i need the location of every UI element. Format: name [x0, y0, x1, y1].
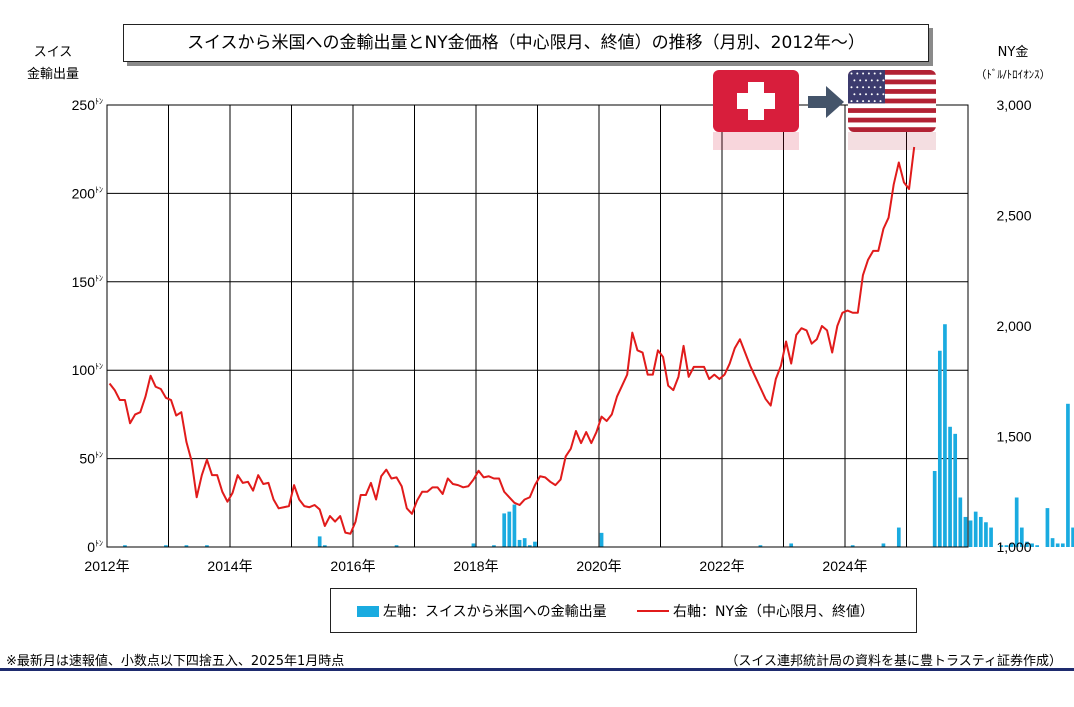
bar — [968, 520, 973, 547]
bar — [205, 545, 209, 547]
bar — [317, 536, 322, 547]
bar — [1060, 543, 1065, 547]
bar — [1004, 545, 1009, 547]
bar — [394, 545, 399, 547]
right-tick-label: 2,000 — [996, 318, 1031, 334]
chart-title: スイスから米国への金輸出量とNY金価格（中心限月、終値）の推移（月別、2012年… — [123, 24, 929, 62]
bar — [527, 545, 532, 547]
bar — [599, 532, 604, 547]
left-axis-title-line1: スイス — [33, 45, 73, 60]
bar — [512, 504, 517, 547]
bar — [958, 497, 963, 547]
right-axis-title-line1: NY金 — [997, 45, 1029, 60]
bar — [978, 516, 983, 547]
bar — [123, 545, 127, 547]
bar — [953, 433, 958, 547]
bar — [1071, 527, 1074, 547]
bar — [1045, 508, 1050, 547]
plot-border — [106, 104, 969, 548]
arrow-right-icon — [808, 86, 844, 118]
bar — [758, 545, 763, 547]
bar — [1035, 545, 1040, 547]
bar — [164, 545, 168, 547]
bar — [517, 539, 522, 547]
footnote-left: ※最新月は速報値、小数点以下四捨五入、2025年1月時点 — [6, 654, 345, 669]
right-axis-title-line2: （ﾄﾞﾙ/ﾄﾛｲｵﾝｽ） — [975, 68, 1051, 81]
bar — [932, 470, 937, 547]
bar — [502, 513, 507, 547]
x-tick-label: 2012年 — [84, 558, 129, 574]
left-tick-label: 0ﾄﾝ — [87, 539, 103, 555]
legend-line-swatch — [637, 610, 669, 612]
left-tick-label: 250ﾄﾝ — [72, 97, 103, 113]
x-tick-label: 2020年 — [576, 558, 621, 574]
bar — [184, 545, 189, 547]
us-flag-icon — [848, 70, 936, 150]
right-axis-title: NY金 （ﾄﾞﾙ/ﾄﾛｲｵﾝｽ） — [958, 42, 1068, 86]
legend-bar-label: 左軸：スイスから米国への金輸出量 — [383, 604, 607, 620]
bar — [1009, 543, 1014, 547]
left-tick-label: 100ﾄﾝ — [72, 362, 103, 378]
left-tick-label: 50ﾄﾝ — [79, 451, 103, 467]
bar — [522, 538, 527, 547]
bar — [948, 426, 952, 547]
plot-frame — [106, 104, 969, 548]
bar — [1019, 527, 1024, 547]
swiss-flag-icon — [713, 70, 799, 150]
bar — [507, 511, 512, 547]
bar — [492, 545, 496, 547]
x-tick-label: 2016年 — [330, 558, 375, 574]
legend-bar-swatch — [357, 605, 379, 617]
gold-price-line — [108, 146, 916, 535]
footnote-right: （スイス連邦統計局の資料を基に豊トラスティ証券作成） — [725, 654, 1062, 669]
legend-item-bars: 左軸：スイスから米国への金輸出量 — [357, 601, 607, 621]
bar — [1055, 543, 1060, 547]
right-tick-label: 3,000 — [996, 97, 1031, 113]
bar — [999, 545, 1004, 547]
x-tick-label: 2018年 — [453, 558, 498, 574]
bar — [471, 543, 476, 547]
bottom-rule — [0, 668, 1074, 671]
bar — [896, 527, 901, 547]
bar — [984, 522, 988, 547]
bar — [937, 350, 942, 547]
right-tick-label: 2,500 — [996, 208, 1031, 224]
bar — [1050, 538, 1055, 547]
bar — [943, 324, 947, 547]
bar — [533, 541, 537, 547]
x-tick-label: 2014年 — [207, 558, 252, 574]
bar — [322, 545, 327, 547]
x-tick-label: 2022年 — [699, 558, 744, 574]
x-tick-label: 2024年 — [822, 558, 867, 574]
bar — [850, 545, 855, 547]
bar — [1066, 403, 1070, 547]
bar — [1025, 541, 1029, 547]
legend-line-label: 右軸：NY金（中心限月、終値） — [673, 604, 875, 620]
bar — [881, 543, 886, 547]
line-series — [108, 146, 916, 535]
bar — [789, 543, 794, 547]
left-axis-title: スイス 金輸出量 — [18, 42, 88, 86]
bar — [1014, 497, 1019, 547]
right-tick-label: 1,500 — [996, 429, 1031, 445]
right-tick-label: 1,000 — [996, 539, 1031, 555]
left-tick-label: 150ﾄﾝ — [72, 274, 103, 290]
bar-series — [123, 324, 1074, 547]
left-axis-title-line2: 金輸出量 — [26, 67, 79, 82]
bar — [963, 516, 968, 547]
bar — [973, 511, 978, 547]
legend-item-line: 右軸：NY金（中心限月、終値） — [637, 601, 874, 621]
left-tick-label: 200ﾄﾝ — [72, 185, 103, 201]
legend: 左軸：スイスから米国への金輸出量 右軸：NY金（中心限月、終値） — [330, 588, 917, 633]
tick-labels: 0ﾄﾝ 50ﾄﾝ 100ﾄﾝ 150ﾄﾝ 200ﾄﾝ 250ﾄﾝ 1,000 1,500 2,0… — [72, 97, 1032, 574]
bar — [1030, 543, 1034, 547]
bar — [989, 527, 993, 547]
